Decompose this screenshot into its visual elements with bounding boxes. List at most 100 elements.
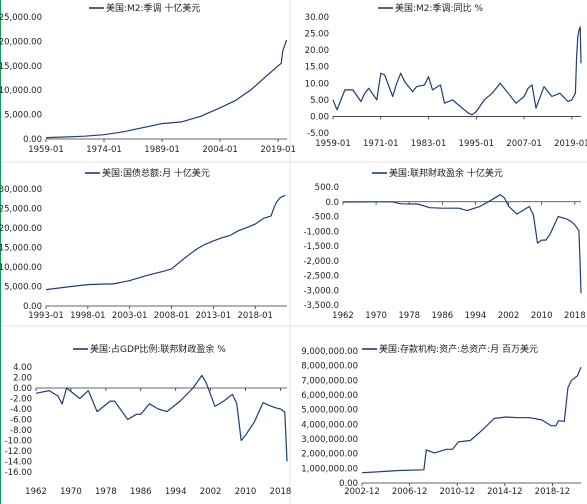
y-tick-label: 9,000,000.00 <box>301 347 358 357</box>
chart-panel: 美国:存款机构:资产:总资产:月 百万美元 9,000,000.00 8,000,0… <box>301 343 582 497</box>
y-tick-label: 10,000.00 <box>0 86 42 96</box>
y-tick-label: 4.00 <box>13 363 32 373</box>
x-tick-label: 2010-12 <box>439 487 475 497</box>
x-tick-label: 1978 <box>398 311 420 321</box>
x-tick-label: 1970 <box>365 311 387 321</box>
chart-title: 美国:存款机构:资产:总资产:月 百万美元 <box>379 343 538 355</box>
y-tick-label: -16.00 <box>5 468 32 478</box>
y-tick-label: 10.00 <box>305 79 329 89</box>
y-tick-label: 0.0 <box>325 198 339 208</box>
y-tick-label: 30,000.00 <box>0 185 42 195</box>
chart-title: 美国:M2:季调:同比 % <box>395 2 483 14</box>
chart-panel: 美国:M2:季调 十亿美元 25,000.00 20,000.00 15,000.00… <box>0 2 296 155</box>
x-tick-label: 1994 <box>465 311 487 321</box>
x-tick-label: 1986 <box>432 311 454 321</box>
y-tick-label: 5.00 <box>310 96 329 106</box>
x-tick-label: 1962 <box>332 311 354 321</box>
series-line <box>45 39 288 139</box>
y-tick-label: 0.00 <box>23 302 42 312</box>
y-tick-label: 15,000.00 <box>0 244 42 254</box>
y-tick-label: 0.00 <box>13 384 32 394</box>
series-line <box>35 374 288 462</box>
chart-panel: 美国:M2:季调:同比 % 30.00 25.00 20.00 15.00 10.00 5.… <box>305 2 587 149</box>
x-tick-label: 1962 <box>25 487 47 497</box>
chart-title: 美国:联邦财政盈余 十亿美元 <box>389 167 503 179</box>
x-tick-label: 2007-01 <box>506 139 542 149</box>
x-tick-label: 2002-12 <box>344 487 380 497</box>
x-tick-label: 2013-01 <box>196 311 232 321</box>
y-tick-label: 25,000.00 <box>0 13 42 23</box>
chart-title: 美国:M2:季调 十亿美元 <box>106 2 200 14</box>
x-tick-label: 1995-01 <box>459 139 495 149</box>
x-tick-label: 2018 <box>270 487 292 497</box>
x-tick-label: 2019-01 <box>260 145 296 155</box>
y-tick-label: 20,000.00 <box>0 224 42 234</box>
x-tick-label: 2018-01 <box>237 311 273 321</box>
y-tick-label: 2,000,000.00 <box>301 450 358 460</box>
x-tick-label: 1959-01 <box>315 139 351 149</box>
x-tick-label: 1970 <box>60 487 82 497</box>
y-tick-label: 25.00 <box>305 30 329 40</box>
y-tick-label: -12.00 <box>5 447 32 457</box>
chart-title: 美国:占GDP比例:联邦财政盈余 % <box>90 343 226 355</box>
series-line <box>342 194 582 294</box>
x-tick-label: 2004-01 <box>202 145 238 155</box>
y-tick-label: -8.00 <box>10 426 32 436</box>
chart-panel: 美国:国债总额:月 十亿美元 30,000.00 25,000.00 20,000.0… <box>0 167 287 321</box>
y-tick-label: 1,000,000.00 <box>301 464 358 474</box>
y-tick-label: 5,000.00 <box>4 283 42 293</box>
y-tick-label: 25,000.00 <box>0 205 42 215</box>
x-tick-label: 1959-01 <box>28 145 64 155</box>
x-tick-label: 2002 <box>200 487 222 497</box>
series-line <box>361 366 582 474</box>
y-tick-label: -2,000.0 <box>303 257 339 267</box>
y-tick-label: 5,000,000.00 <box>301 406 358 416</box>
chart-title: 美国:国债总额:月 十亿美元 <box>102 167 210 179</box>
y-tick-label: -3,500.0 <box>303 301 339 311</box>
y-tick-label: 4,000,000.00 <box>301 420 358 430</box>
y-tick-label: 30.00 <box>305 13 329 23</box>
y-tick-label: 0.00 <box>310 112 329 122</box>
chart-panel: 美国:占GDP比例:联邦财政盈余 % 4.002.000.00-2.00-4.00… <box>5 343 292 497</box>
y-tick-label: -5.00 <box>307 129 329 139</box>
y-tick-label: -10.00 <box>5 437 32 447</box>
chart-panel: 美国:联邦财政盈余 十亿美元 500.0 0.0 -500.0 -1,000.0 -1,5… <box>303 167 585 321</box>
x-tick-label: 2018 <box>564 311 586 321</box>
x-tick-label: 1986 <box>130 487 152 497</box>
y-tick-label: -2,500.0 <box>303 272 339 282</box>
x-tick-label: 2010 <box>235 487 257 497</box>
y-tick-label: -4.00 <box>10 405 32 415</box>
y-tick-label: 7,000,000.00 <box>301 376 358 386</box>
y-tick-label: 15,000.00 <box>0 62 42 72</box>
y-tick-label: 20.00 <box>305 46 329 56</box>
y-tick-label: 8,000,000.00 <box>301 362 358 372</box>
x-tick-label: 2014-12 <box>487 487 523 497</box>
y-tick-label: 20,000.00 <box>0 37 42 47</box>
y-tick-label: 5,000.00 <box>4 111 42 121</box>
y-tick-label: 2.00 <box>13 374 32 384</box>
x-tick-label: 1993-01 <box>28 311 64 321</box>
y-tick-label: -3,000.0 <box>303 286 339 296</box>
y-tick-label: 10,000.00 <box>0 263 42 273</box>
series-line <box>332 26 582 116</box>
x-tick-label: 1971-01 <box>363 139 399 149</box>
x-tick-label: 1998-01 <box>70 311 106 321</box>
y-tick-label: 15.00 <box>305 63 329 73</box>
y-tick-label: -1,500.0 <box>303 242 339 252</box>
x-tick-label: 2010 <box>531 311 553 321</box>
x-tick-label: 1974-01 <box>86 145 122 155</box>
y-tick-label: -6.00 <box>10 416 32 426</box>
x-tick-label: 2006-12 <box>392 487 428 497</box>
x-tick-label: 1989-01 <box>144 145 180 155</box>
x-tick-label: 1994 <box>165 487 187 497</box>
y-tick-label: 3,000,000.00 <box>301 435 358 445</box>
y-tick-label: 500.0 <box>315 183 339 193</box>
y-tick-label: 6,000,000.00 <box>301 391 358 401</box>
y-tick-label: -14.00 <box>5 458 32 468</box>
x-tick-label: 2008-01 <box>154 311 190 321</box>
x-tick-label: 2019-01 <box>554 139 587 149</box>
y-tick-label: -1,000.0 <box>303 227 339 237</box>
series-line <box>45 194 286 291</box>
y-tick-label: 0.00 <box>339 479 358 489</box>
